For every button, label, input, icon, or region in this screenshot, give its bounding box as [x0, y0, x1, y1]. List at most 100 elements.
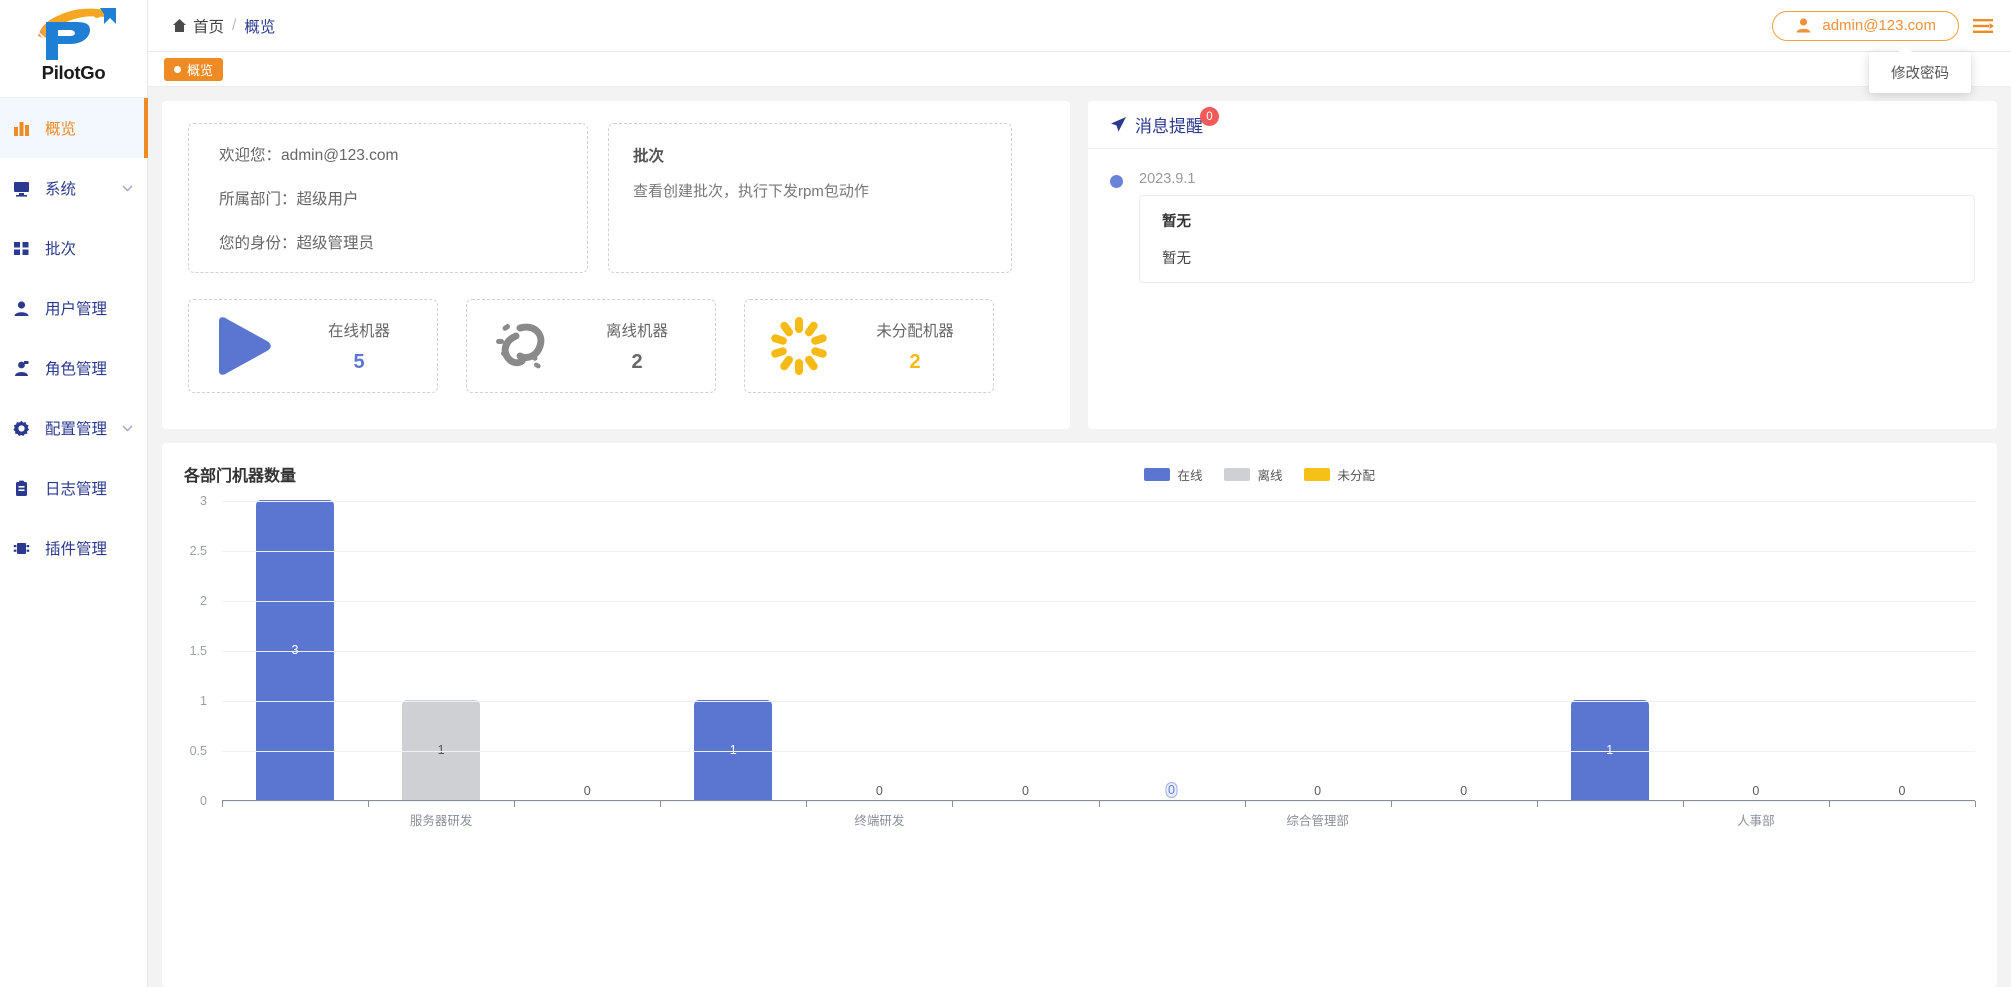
- chart-x-tick: [222, 801, 223, 807]
- stat-card-online[interactable]: 在线机器 5: [188, 299, 438, 393]
- sidebar-item-plugin-management[interactable]: 插件管理: [0, 518, 147, 578]
- gear-icon: [13, 420, 39, 437]
- tab-overview[interactable]: 概览: [164, 57, 224, 81]
- grid-icon: [13, 240, 39, 257]
- main-area: 首页 / 概览 admin@123.com 修改密码: [148, 0, 2011, 987]
- message-count-badge: 0: [1200, 107, 1219, 126]
- breadcrumb-separator: /: [232, 16, 237, 34]
- stat-card-offline[interactable]: 离线机器 2: [466, 299, 716, 393]
- play-online-icon: [207, 313, 279, 379]
- batch-card-title: 批次: [633, 148, 665, 165]
- sidebar-item-overview[interactable]: 概览: [0, 98, 148, 158]
- chart-x-tick: [660, 801, 662, 807]
- chart-y-tick-label: 1.5: [189, 644, 207, 658]
- chart-category-group: 3 1 0: [222, 500, 660, 800]
- department-machine-chart: 各部门机器数量 在线 离线 未分配: [162, 443, 1997, 987]
- chart-bar[interactable]: 1: [402, 700, 481, 800]
- chart-bar-value: 1: [1606, 743, 1614, 757]
- home-icon: [172, 18, 187, 33]
- message-panel: 消息提醒 0 2023.9.1 暂无 暂无: [1088, 101, 1997, 429]
- chart-x-tick: [1244, 801, 1246, 807]
- chart-bar-value: 1: [437, 743, 445, 757]
- chart-x-tick-label: 综合管理部: [1286, 814, 1349, 828]
- chart-bar-value: 0: [1460, 784, 1468, 798]
- timeline-card[interactable]: 暂无 暂无: [1139, 195, 1975, 283]
- legend-swatch: [1144, 467, 1171, 481]
- chart-bar-value: 0: [1314, 784, 1322, 798]
- tabbar: 概览: [148, 52, 2011, 87]
- chart-bar-slot[interactable]: 3: [222, 500, 368, 800]
- sidebar-item-label: 配置管理: [45, 421, 108, 438]
- top-row: 欢迎您：admin@123.com 所属部门：超级用户 您的身份：超级管理员 批…: [162, 101, 1997, 429]
- chart-header: 各部门机器数量 在线 离线 未分配: [176, 461, 1983, 487]
- overview-panel: 欢迎您：admin@123.com 所属部门：超级用户 您的身份：超级管理员 批…: [162, 101, 1070, 429]
- stat-cards: 在线机器 5: [188, 299, 1044, 393]
- sidebar-item-batch[interactable]: 批次: [0, 218, 147, 278]
- chart-bar-slot[interactable]: 0: [1099, 501, 1245, 800]
- user-email: admin@123.com: [1822, 17, 1936, 34]
- chart-x-tick: [1536, 801, 1538, 807]
- chart-bar-value: 0: [1165, 782, 1179, 798]
- sidebar-nav: 概览 系统 批次 用户管理: [0, 98, 148, 578]
- brand-logo[interactable]: PilotGo: [0, 0, 147, 98]
- hamburger-icon[interactable]: [1973, 17, 1997, 35]
- chart-bar-slot[interactable]: 1: [660, 501, 806, 800]
- stat-texts: 在线机器 5: [299, 319, 419, 374]
- legend-item-online[interactable]: 在线: [1144, 465, 1202, 484]
- batch-card[interactable]: 批次 查看创建批次，执行下发rpm包动作: [608, 123, 1012, 273]
- user-menu-button[interactable]: admin@123.com: [1772, 10, 1959, 41]
- chart-bar-slot[interactable]: 0: [1683, 501, 1829, 800]
- chart-bar-value: 0: [1752, 784, 1760, 798]
- message-timeline: 2023.9.1 暂无 暂无: [1088, 149, 1997, 283]
- chart-bar-slot[interactable]: 0: [1391, 501, 1537, 800]
- legend-item-offline[interactable]: 离线: [1224, 465, 1282, 484]
- chart-bar-value: 0: [1021, 784, 1029, 798]
- chart-bar[interactable]: 1: [694, 700, 773, 800]
- sidebar-item-system[interactable]: 系统: [0, 158, 147, 218]
- chart-bar[interactable]: 3: [256, 500, 335, 800]
- chart-gridline: [222, 551, 1975, 552]
- sidebar-item-log-management[interactable]: 日志管理: [0, 458, 147, 518]
- chart-bar-slot[interactable]: 0: [1245, 501, 1391, 800]
- menu-item-change-password[interactable]: 修改密码: [1891, 66, 1949, 82]
- chart-category-group: 1 0 0: [660, 501, 1098, 800]
- sidebar-item-label: 概览: [45, 121, 77, 138]
- chart-bar-slot[interactable]: 1: [368, 501, 514, 800]
- stat-value: 2: [909, 350, 921, 373]
- chart-bar[interactable]: 1: [1570, 700, 1649, 800]
- chart-bar-slot[interactable]: 0: [952, 501, 1098, 800]
- chart-bar-value: 0: [875, 784, 883, 798]
- chart-gridline: [222, 651, 1975, 652]
- chart-x-tick: [952, 801, 954, 807]
- message-panel-header: 消息提醒 0: [1088, 101, 1997, 149]
- chart-gridline: [222, 701, 1975, 702]
- chart-x-tick: [368, 801, 370, 807]
- broken-link-icon: [485, 313, 557, 379]
- breadcrumb-home[interactable]: 首页: [193, 18, 225, 36]
- stat-label: 未分配机器: [876, 322, 954, 340]
- legend-item-unassigned[interactable]: 未分配: [1304, 465, 1375, 484]
- chart-bar-slot[interactable]: 0: [514, 501, 660, 800]
- plugin-icon: [13, 540, 39, 557]
- chart-category-group: 0 0 0: [1099, 501, 1537, 800]
- stat-card-unassigned[interactable]: 未分配机器 2: [744, 299, 994, 393]
- sidebar-item-label: 插件管理: [45, 541, 108, 558]
- sidebar-item-config-management[interactable]: 配置管理: [0, 398, 147, 458]
- stat-value: 2: [631, 350, 643, 373]
- chart-y-tick-label: 1: [200, 694, 207, 708]
- chart-bar-slot[interactable]: 0: [1829, 501, 1975, 800]
- bar-chart-icon: [13, 120, 39, 137]
- tab-dot-icon: [174, 65, 181, 73]
- chart-bars: 3 1 0 1 0 0 0 0 0 1 0 0: [222, 500, 1975, 800]
- chart-y-tick-label: 0: [200, 794, 207, 808]
- sidebar-item-user-management[interactable]: 用户管理: [0, 278, 147, 338]
- chart-bar-slot[interactable]: 0: [806, 501, 952, 800]
- stat-value: 5: [353, 350, 365, 373]
- sidebar-item-role-management[interactable]: 角色管理: [0, 338, 147, 398]
- chart-x-labels: 服务器研发 终端研发 综合管理部 人事部: [222, 801, 1975, 829]
- sidebar-item-label: 系统: [45, 181, 77, 198]
- chart-gridline: [222, 751, 1975, 752]
- info-cards: 欢迎您：admin@123.com 所属部门：超级用户 您的身份：超级管理员 批…: [188, 123, 1044, 273]
- chart-bar-slot[interactable]: 1: [1537, 501, 1683, 800]
